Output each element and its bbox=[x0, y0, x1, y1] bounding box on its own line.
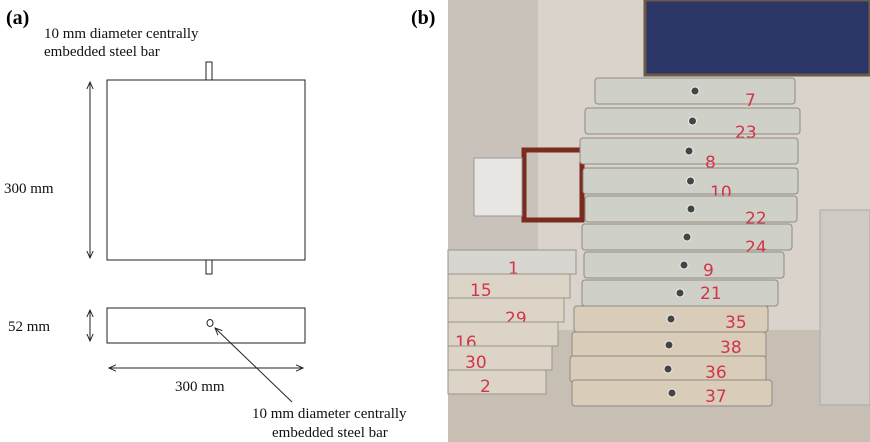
bar-hole bbox=[691, 87, 699, 95]
bar-hole bbox=[689, 117, 697, 125]
slab-number: 2 bbox=[480, 377, 491, 397]
bar-hole bbox=[665, 341, 673, 349]
slab bbox=[448, 274, 570, 298]
figure: (a) 10 mm diameter centrally embedded st… bbox=[0, 0, 870, 442]
dim-label: 300 mm bbox=[175, 379, 225, 395]
dim-label: 300 mm bbox=[4, 181, 54, 197]
bar-hole bbox=[683, 233, 691, 241]
bar-hole bbox=[668, 389, 676, 397]
note-line: embedded steel bar bbox=[44, 44, 160, 60]
slab-number: 21 bbox=[700, 284, 722, 304]
right-stack bbox=[820, 210, 870, 405]
note-line: embedded steel bar bbox=[272, 425, 388, 441]
bar-hole bbox=[685, 147, 693, 155]
slab bbox=[448, 346, 552, 370]
slab-number: 35 bbox=[725, 313, 747, 333]
specimen-front bbox=[107, 80, 305, 260]
notice-board bbox=[645, 0, 870, 75]
slab-number: 38 bbox=[720, 338, 742, 358]
steel-bar bbox=[206, 62, 212, 80]
bar-hole bbox=[687, 205, 695, 213]
dim-label: 52 mm bbox=[8, 319, 50, 335]
bar-hole bbox=[667, 315, 675, 323]
bar-hole bbox=[664, 365, 672, 373]
panel-label: (b) bbox=[411, 7, 435, 29]
bar-hole bbox=[676, 289, 684, 297]
box bbox=[474, 158, 522, 216]
bar-hole bbox=[680, 261, 688, 269]
bar-hole bbox=[687, 177, 695, 185]
bar-section bbox=[207, 320, 213, 327]
slab bbox=[448, 370, 546, 394]
specimen-side bbox=[107, 308, 305, 343]
panel-a: (a) 10 mm diameter centrally embedded st… bbox=[4, 7, 407, 441]
slab-number: 37 bbox=[705, 387, 727, 407]
steel-bar bbox=[206, 260, 212, 274]
slab-number: 9 bbox=[703, 261, 714, 281]
note-line: 10 mm diameter centrally bbox=[44, 26, 199, 42]
panel-label: (a) bbox=[6, 7, 29, 29]
note-line: 10 mm diameter centrally bbox=[252, 406, 407, 422]
